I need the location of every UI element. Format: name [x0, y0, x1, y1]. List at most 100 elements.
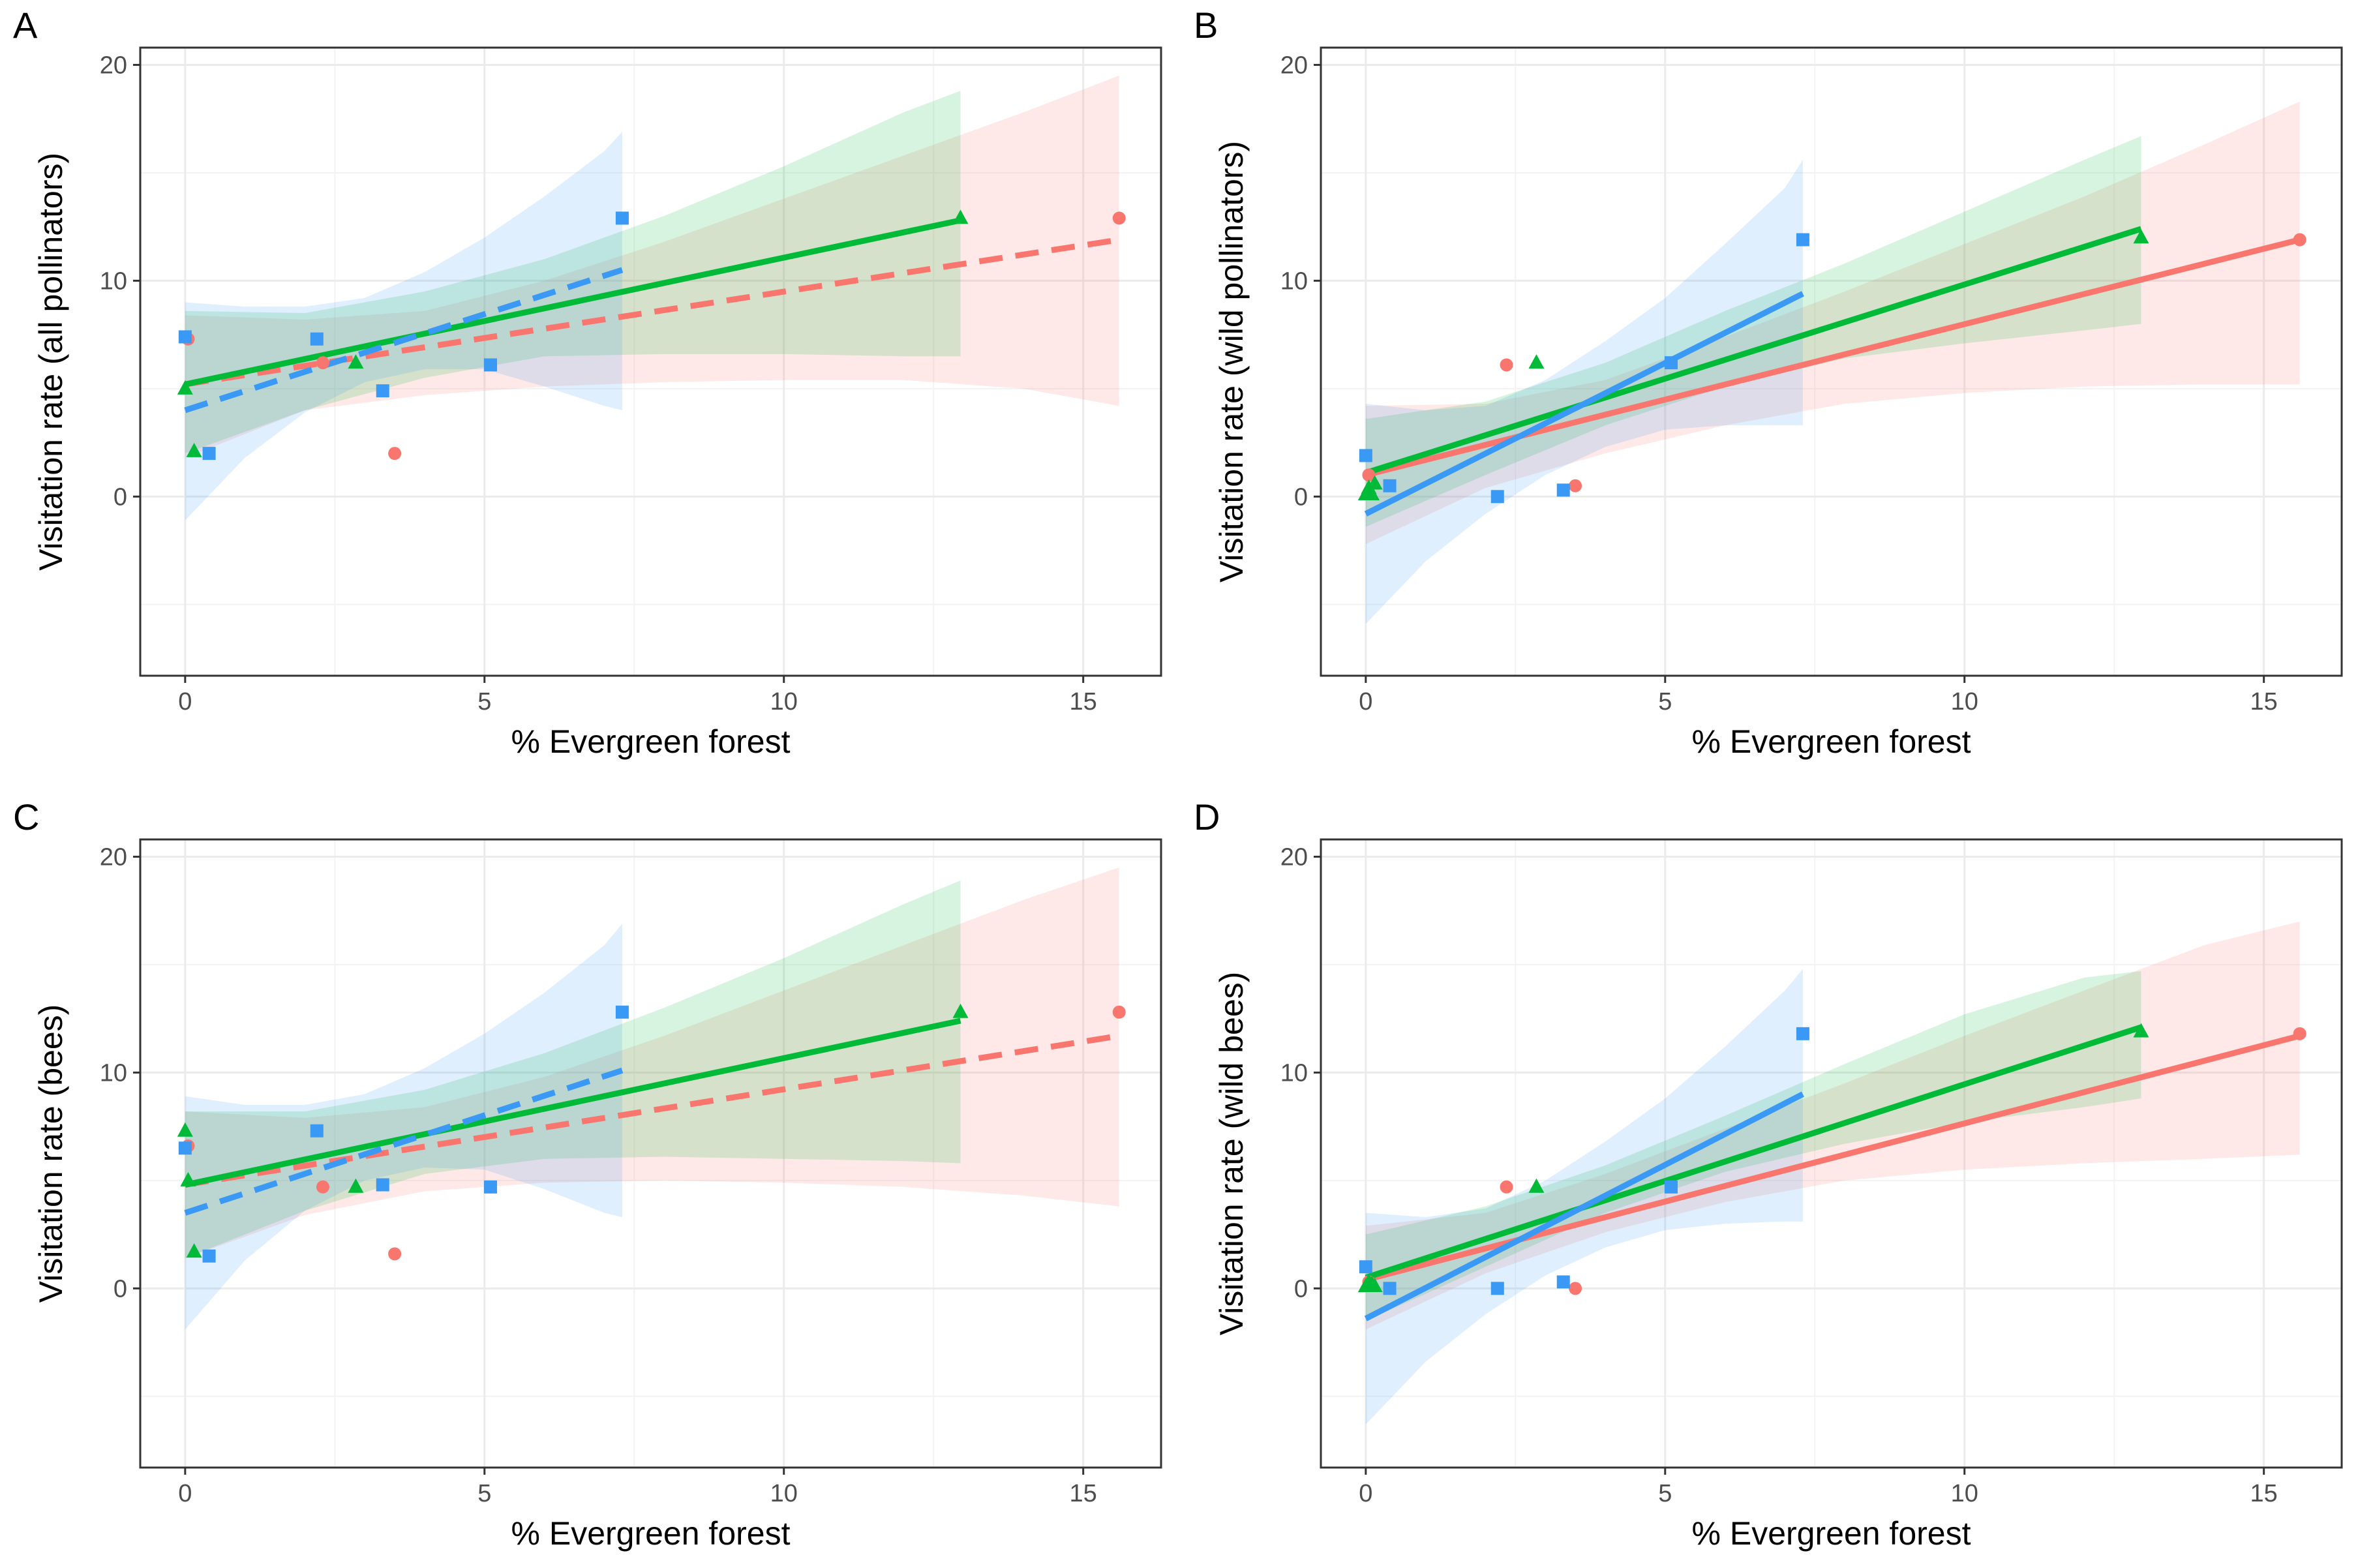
point-green — [1367, 475, 1383, 490]
point-red — [1112, 1005, 1126, 1019]
x-axis-title: % Evergreen forest — [511, 723, 791, 760]
point-blue — [1796, 1027, 1809, 1040]
panel-D: 0 5 10 15 0 10 20 % Evergreen forest Visitation … — [1194, 796, 2343, 1552]
panel-label: C — [13, 796, 39, 837]
y-tick-label: 20 — [1280, 843, 1308, 871]
point-blue — [1383, 479, 1397, 492]
point-green — [1528, 1178, 1545, 1193]
point-red — [316, 1180, 329, 1194]
y-tick-label: 20 — [100, 52, 127, 79]
ci-band-red — [185, 76, 1119, 458]
panel-label: A — [13, 5, 38, 46]
y-tick-label: 0 — [1294, 1275, 1308, 1303]
y-tick-label: 0 — [113, 1275, 127, 1303]
y-tick-label: 10 — [1280, 1059, 1308, 1087]
y-tick-label: 0 — [113, 483, 127, 511]
point-red — [1362, 468, 1376, 482]
point-blue — [310, 332, 324, 346]
point-green — [186, 442, 202, 457]
ci-band-green — [185, 91, 961, 454]
x-tick-label: 0 — [1359, 688, 1372, 716]
point-green — [177, 1122, 193, 1137]
y-axis-title: Visitation rate (all pollinators) — [33, 153, 69, 571]
x-tick-label: 0 — [178, 688, 192, 716]
point-blue — [1490, 490, 1504, 504]
panel-C: 0 5 10 15 0 10 20 % Evergreen forest Visitation … — [13, 796, 1162, 1552]
point-red — [1569, 1282, 1582, 1295]
x-tick-label: 10 — [1951, 1480, 1978, 1507]
fit-line-green — [184, 1018, 961, 1188]
plot-area — [140, 48, 1161, 676]
point-blue — [1664, 356, 1678, 370]
x-tick-label: 5 — [477, 1480, 491, 1507]
point-green — [177, 380, 193, 395]
y-axis-title: Visitation rate (bees) — [33, 1004, 69, 1303]
y-tick-label: 20 — [100, 843, 127, 871]
panel-A: 0 5 10 15 0 10 20 % Evergreen forest Visitation … — [13, 5, 1162, 760]
y-tick-label: 20 — [1280, 52, 1308, 79]
x-tick-label: 15 — [1070, 1480, 1097, 1507]
x-axis-title: % Evergreen forest — [511, 1515, 791, 1552]
ci-band-blue — [1365, 969, 1803, 1425]
x-tick-label: 10 — [770, 1480, 798, 1507]
ci-band-blue — [185, 924, 622, 1330]
point-blue — [1490, 1282, 1504, 1295]
ci-band-green — [1365, 971, 2141, 1321]
x-tick-label: 0 — [178, 1480, 192, 1507]
ci-band-blue — [185, 132, 622, 520]
fit-line-green — [1365, 226, 2142, 476]
point-red — [1569, 479, 1582, 492]
point-red — [1500, 1180, 1513, 1194]
point-red — [388, 1247, 402, 1261]
point-blue — [1383, 1282, 1397, 1295]
x-tick-label: 10 — [770, 688, 798, 716]
point-red — [316, 356, 329, 370]
point-blue — [483, 1180, 497, 1194]
point-blue — [615, 211, 629, 225]
point-blue — [202, 447, 216, 460]
y-tick-label: 10 — [1280, 267, 1308, 295]
ci-band-blue — [1365, 160, 1803, 624]
plot-content — [1357, 921, 2306, 1425]
point-blue — [1664, 1180, 1678, 1194]
plot-area — [140, 839, 1161, 1468]
point-red — [388, 447, 402, 460]
point-red — [1500, 358, 1513, 372]
point-green — [2133, 229, 2149, 244]
point-blue — [1359, 1260, 1372, 1274]
point-blue — [202, 1249, 216, 1263]
x-tick-label: 15 — [1070, 688, 1097, 716]
point-green — [180, 1171, 196, 1186]
plot-content — [1357, 101, 2306, 624]
y-axis-title: Visitation rate (wild pollinators) — [1213, 141, 1250, 582]
x-tick-label: 10 — [1951, 688, 1978, 716]
y-axis-title: Visitation rate (wild bees) — [1213, 972, 1250, 1336]
point-blue — [178, 330, 192, 344]
fit-line-blue — [184, 267, 624, 414]
point-green — [1364, 486, 1380, 501]
point-green — [348, 1178, 364, 1193]
x-tick-label: 5 — [1658, 1480, 1672, 1507]
x-axis-title: % Evergreen forest — [1692, 1515, 1971, 1552]
point-blue — [1796, 233, 1809, 247]
point-blue — [178, 1141, 192, 1155]
y-tick-label: 10 — [100, 267, 127, 295]
point-green — [952, 1003, 969, 1018]
fit-line-green — [1365, 1024, 2142, 1281]
point-green — [2133, 1023, 2149, 1038]
x-tick-label: 15 — [2250, 1480, 2278, 1507]
ci-band-red — [1365, 101, 2300, 545]
x-tick-label: 0 — [1359, 1480, 1372, 1507]
x-axis-title: % Evergreen forest — [1692, 723, 1971, 760]
point-red — [2293, 233, 2306, 247]
point-red — [2293, 1027, 2306, 1040]
fit-line-blue — [1364, 1091, 1804, 1321]
ci-band-green — [185, 880, 961, 1258]
point-blue — [483, 358, 497, 372]
point-green — [186, 1243, 202, 1258]
plot-border — [139, 838, 1162, 1469]
fit-line-blue — [1364, 291, 1804, 517]
y-tick-label: 0 — [1294, 483, 1308, 511]
plot-border — [1320, 838, 2343, 1469]
